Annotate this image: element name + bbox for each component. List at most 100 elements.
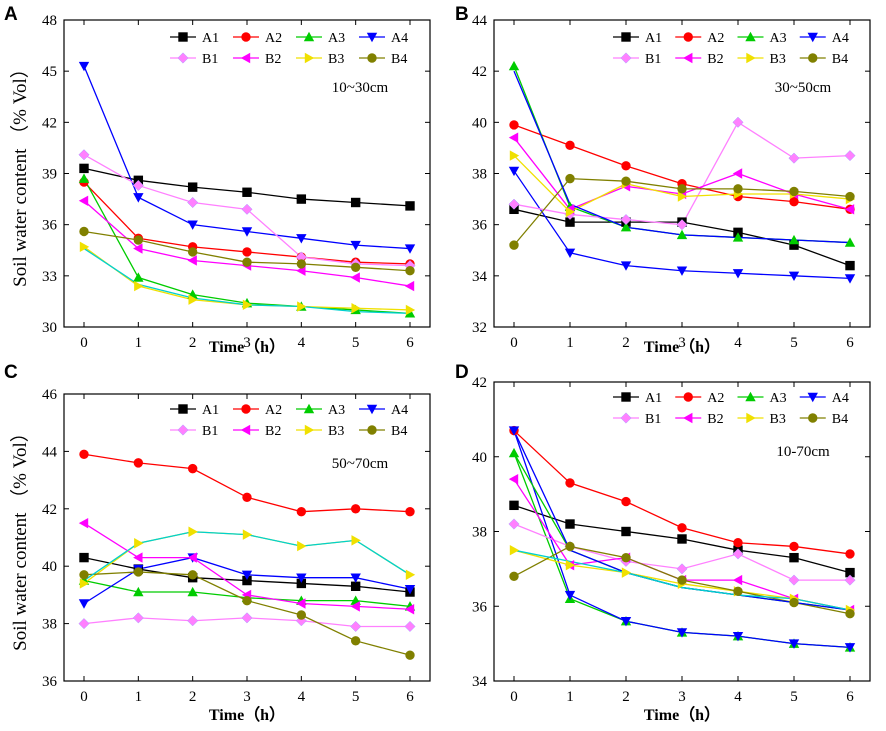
data-point-a4 xyxy=(241,227,253,237)
data-point-b4 xyxy=(509,571,519,582)
legend-label-b2: B2 xyxy=(265,52,281,67)
x-axis-label: Time（h） xyxy=(644,706,720,724)
x-tick-label: 4 xyxy=(734,689,742,705)
data-point-a4 xyxy=(404,244,416,254)
y-tick-label: 36 xyxy=(472,599,488,615)
legend-label-b1: B1 xyxy=(645,52,661,67)
y-tick-label: 38 xyxy=(472,525,487,541)
panel-letter: B xyxy=(455,4,469,25)
data-point-b4 xyxy=(242,257,252,267)
y-tick-label: 36 xyxy=(472,218,488,234)
legend-label-a2: A2 xyxy=(707,391,724,406)
data-point-a1 xyxy=(350,197,361,208)
data-point-b3 xyxy=(405,569,416,581)
y-tick-label: 42 xyxy=(472,375,487,391)
data-point-b4 xyxy=(405,266,415,276)
y-tick-label: 45 xyxy=(42,64,57,80)
data-point-a2 xyxy=(242,492,252,503)
data-point-b3 xyxy=(509,544,520,556)
data-point-b2 xyxy=(78,517,89,529)
data-point-b3 xyxy=(565,206,576,218)
data-point-a3 xyxy=(844,237,856,247)
y-tick-label: 40 xyxy=(472,450,487,466)
data-point-a1 xyxy=(79,163,89,174)
data-point-b4 xyxy=(187,247,198,257)
x-tick-label: 4 xyxy=(298,335,306,351)
data-point-b4 xyxy=(733,586,743,596)
data-point-a4 xyxy=(844,274,856,284)
legend-label-b4: B4 xyxy=(391,424,407,439)
legend-label-a1: A1 xyxy=(645,391,662,406)
data-point-b4 xyxy=(405,650,415,660)
legend-marker-b2 xyxy=(683,412,693,424)
data-point-a2 xyxy=(845,549,855,559)
data-point-a4 xyxy=(508,166,520,177)
data-point-b4 xyxy=(621,552,631,563)
y-tick-label: 42 xyxy=(472,64,487,80)
legend-label-b4: B4 xyxy=(832,412,848,427)
data-point-b1 xyxy=(788,152,800,164)
data-point-b4 xyxy=(133,235,144,245)
data-point-a4 xyxy=(350,573,361,583)
legend: A1 A2 A3 A4 B1 B2 B3 B4 xyxy=(613,391,849,427)
data-point-b1 xyxy=(676,219,688,231)
legend-marker-b1 xyxy=(177,424,189,436)
data-point-b3 xyxy=(297,540,307,552)
depth-annotation: 10-70cm xyxy=(776,444,830,460)
series-line-a3 xyxy=(513,452,851,649)
x-tick-label: 2 xyxy=(622,689,630,705)
legend-label-a2: A2 xyxy=(265,31,282,46)
data-point-a2 xyxy=(242,247,252,257)
data-point-b3 xyxy=(188,294,198,305)
legend-marker-a3 xyxy=(745,391,756,402)
legend-marker-a4 xyxy=(807,32,818,43)
data-point-a4 xyxy=(350,240,361,251)
data-point-a2 xyxy=(789,541,799,552)
legend-marker-a4 xyxy=(807,392,818,403)
data-point-b1 xyxy=(187,196,199,209)
legend-label-b3: B3 xyxy=(328,52,344,67)
legend-label-a2: A2 xyxy=(707,31,724,46)
legend-marker-a4 xyxy=(366,404,378,415)
legend-label-b4: B4 xyxy=(391,52,407,67)
data-point-b4 xyxy=(677,184,687,194)
data-point-b1 xyxy=(78,618,90,630)
y-axis-label: Soil water content （% Vol） xyxy=(9,423,31,651)
data-point-a1 xyxy=(405,201,415,211)
x-tick-label: 1 xyxy=(566,689,574,705)
data-point-b2 xyxy=(133,243,143,254)
data-point-a3 xyxy=(187,586,198,597)
data-point-b1 xyxy=(350,620,362,633)
data-point-b2 xyxy=(508,132,519,143)
x-tick-label: 5 xyxy=(352,335,360,351)
data-point-a2 xyxy=(789,196,799,207)
data-point-b3 xyxy=(351,535,361,546)
data-point-a4 xyxy=(187,220,198,230)
data-point-b2 xyxy=(78,195,89,206)
data-point-b2 xyxy=(296,598,306,609)
data-point-b3 xyxy=(565,559,576,571)
legend-marker-a2 xyxy=(241,404,251,414)
data-point-b4 xyxy=(79,226,89,237)
data-point-b3 xyxy=(242,529,253,540)
legend-label-b3: B3 xyxy=(328,424,344,439)
data-point-a4 xyxy=(296,234,307,244)
legend-label-b1: B1 xyxy=(202,52,218,67)
x-tick-label: 0 xyxy=(510,335,518,351)
data-point-b1 xyxy=(732,548,744,560)
legend-marker-a1 xyxy=(178,32,188,42)
data-point-a4 xyxy=(564,590,576,601)
data-point-a4 xyxy=(508,426,520,436)
legend-label-b4: B4 xyxy=(832,52,848,67)
legend: A1 A2 A3 A4 B1 B2 B3 B4 xyxy=(613,31,849,67)
data-point-a2 xyxy=(133,458,144,468)
data-point-b3 xyxy=(621,567,632,578)
panel-letter: D xyxy=(455,362,469,383)
legend-label-a3: A3 xyxy=(770,391,787,406)
data-point-a1 xyxy=(789,552,799,563)
legend-label-b2: B2 xyxy=(707,412,723,427)
data-point-b4 xyxy=(79,570,89,580)
x-tick-label: 0 xyxy=(80,335,88,351)
